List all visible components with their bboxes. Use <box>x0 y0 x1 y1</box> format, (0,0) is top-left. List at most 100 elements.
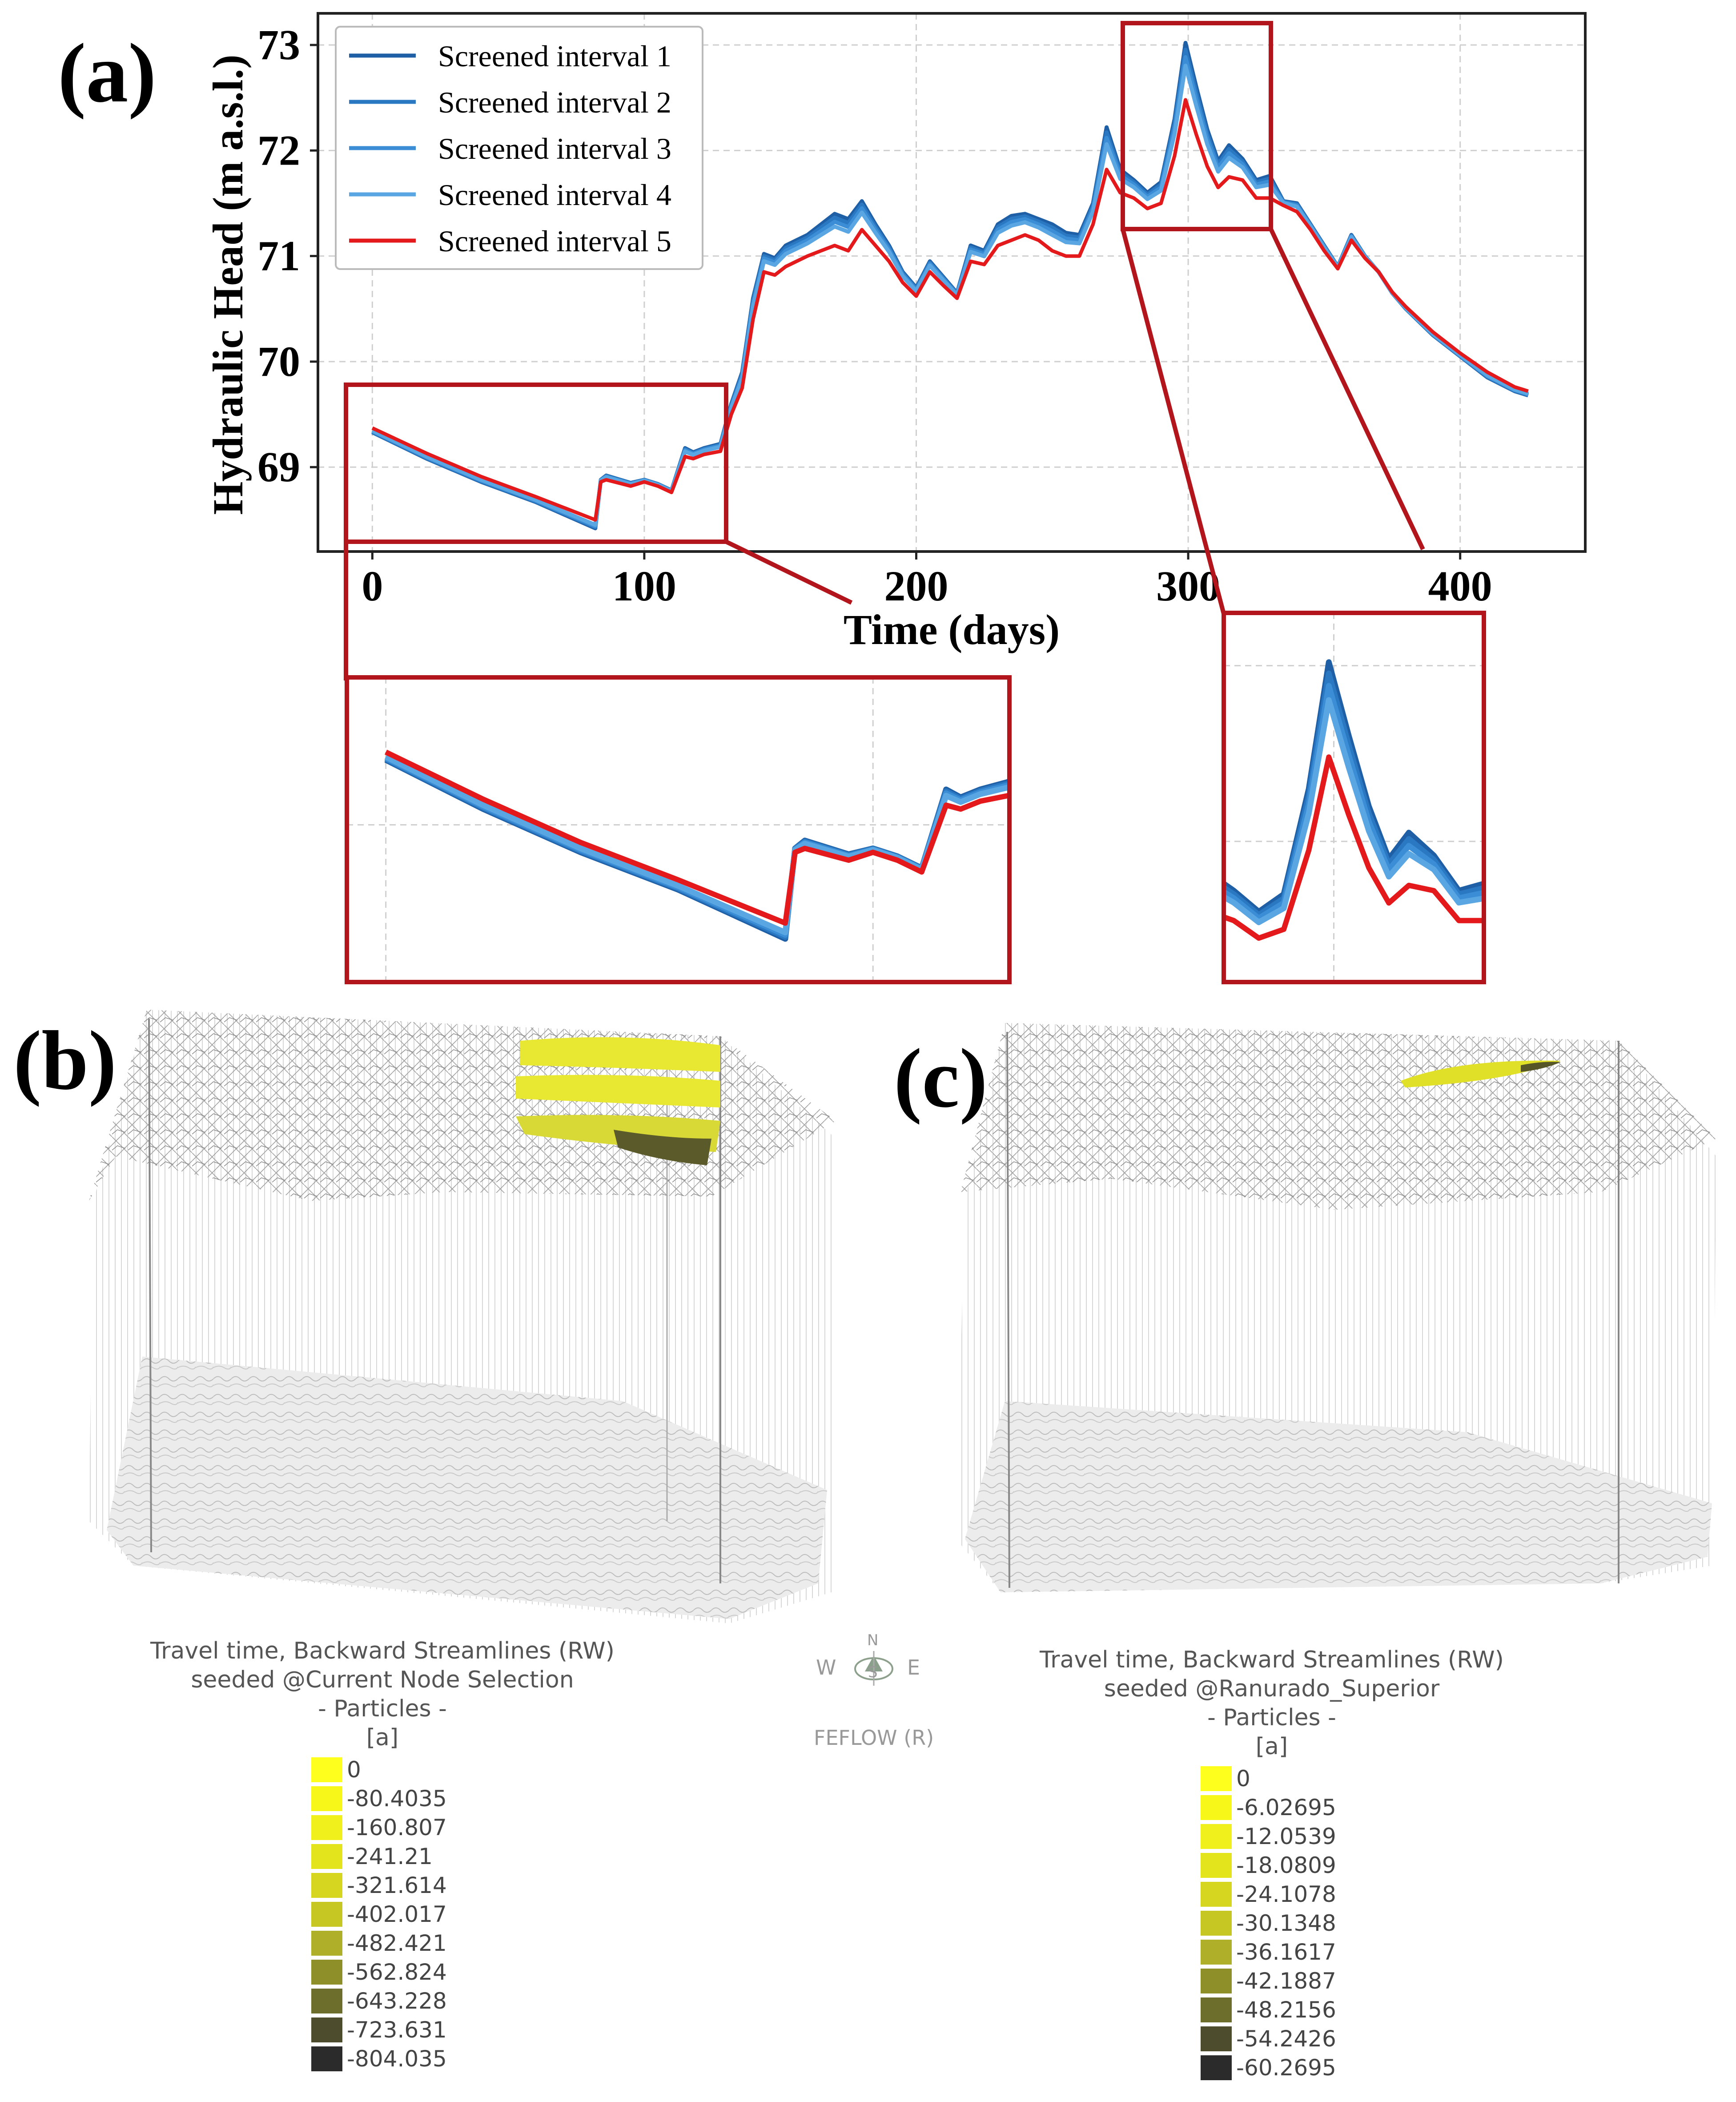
panel-label-a: (a) <box>58 27 157 120</box>
legend-label-1: Screened interval 1 <box>438 39 671 73</box>
colorbar-swatch <box>1201 1940 1232 1965</box>
plot-frame <box>317 12 1587 553</box>
x-tick-label: 400 <box>1428 562 1492 610</box>
colorbar-swatch <box>311 1873 342 1898</box>
colorbar-row: -321.614 <box>311 1872 447 1899</box>
series-line-4 <box>371 64 1529 527</box>
colorbar-swatch <box>1201 1911 1232 1936</box>
inset-early <box>347 677 1009 982</box>
colorbar-swatch <box>1201 2055 1232 2080</box>
model-3d-view-c <box>956 1023 1716 1592</box>
zoom-box-early <box>344 383 728 544</box>
legend-label-4: Screened interval 4 <box>438 178 671 212</box>
colorbar-row: -241.21 <box>311 1843 433 1870</box>
colorbar-label: -30.1348 <box>1236 1910 1336 1936</box>
zoom-box-peak <box>1121 21 1273 231</box>
y-tick-label: 73 <box>257 21 300 68</box>
x-axis-label: Time (days) <box>844 606 1060 653</box>
colorbar-swatch <box>311 1960 342 1985</box>
colorbar-row: -402.017 <box>311 1901 447 1928</box>
inset-frame-peak <box>1222 611 1486 984</box>
x-tick-label: 100 <box>612 562 676 610</box>
colorbar-row: -6.02695 <box>1201 1794 1336 1821</box>
x-tick-label: 200 <box>884 562 948 610</box>
streamlines-b <box>516 1037 720 1165</box>
colorbar-swatch <box>311 1931 342 1956</box>
colorbar-swatch <box>1201 1853 1232 1878</box>
colorbar-swatch <box>311 1902 342 1927</box>
inset-frame-early <box>345 675 1012 984</box>
colorbar-swatch <box>311 2046 342 2071</box>
colorbar-label: 0 <box>347 1757 361 1783</box>
connector-line <box>1269 228 1425 551</box>
colorbar-label: -804.035 <box>347 2046 447 2072</box>
compass-north: N <box>867 1631 879 1649</box>
legend: Screened interval 1 Screened interval 2 Sc… <box>335 26 703 270</box>
compass-south: S <box>868 1663 878 1681</box>
colorbar-label: -80.4035 <box>347 1786 447 1812</box>
inset-series-line-5 <box>384 749 1009 926</box>
colorbar-label: -402.017 <box>347 1901 447 1927</box>
colorbar-swatch <box>311 2017 342 2042</box>
colorbar-row: -723.631 <box>311 2016 447 2044</box>
axis-ticks: 0 100 200 300 400 69 70 71 72 73 <box>257 21 1492 610</box>
hydraulic-head-chart: 0 100 200 300 400 69 70 71 72 73 Hydraulic Head (… <box>204 12 1587 984</box>
colorbar-row: -562.824 <box>311 1958 447 1986</box>
colorbar-label: -24.1078 <box>1236 1881 1336 1907</box>
colorbar-row: -80.4035 <box>311 1785 447 1812</box>
colorbar-row: -54.2426 <box>1201 2025 1336 2053</box>
series-lines <box>371 40 1529 531</box>
colorbar-label: -48.2156 <box>1236 1997 1336 2023</box>
colorbar-swatch <box>1201 1882 1232 1907</box>
streamlines-c <box>1401 1060 1561 1087</box>
colorbar-row: -12.0539 <box>1201 1823 1336 1850</box>
colorbar-title-b: Travel time, Backward Streamlines (RW) se… <box>129 1637 636 1752</box>
colorbar-row: 0 <box>311 1756 361 1784</box>
colorbar-label: -643.228 <box>347 1988 447 2014</box>
colorbar-label: -42.1887 <box>1236 1968 1336 1994</box>
colorbar-title-line: - Particles - <box>1207 1704 1336 1731</box>
colorbar-label: -160.807 <box>347 1815 447 1840</box>
colorbar-label: -6.02695 <box>1236 1795 1336 1820</box>
colorbar-label: -482.421 <box>347 1930 447 1956</box>
compass-icon <box>854 1651 893 1686</box>
colorbar-title-line: [a] <box>1255 1733 1288 1760</box>
colorbar-label: -60.2695 <box>1236 2055 1336 2081</box>
legend-label-3: Screened interval 3 <box>438 132 671 165</box>
colorbar-label: -18.0809 <box>1236 1852 1336 1878</box>
colorbar-title-line: - Particles - <box>318 1695 447 1722</box>
colorbar-label: -12.0539 <box>1236 1824 1336 1849</box>
colorbar-swatch <box>1201 1824 1232 1849</box>
colorbar-label: 0 <box>1236 1766 1250 1792</box>
y-tick-label: 70 <box>257 338 300 385</box>
colorbar-row: -24.1078 <box>1201 1881 1336 1908</box>
x-tick-label: 0 <box>362 562 383 610</box>
inset-peak <box>1224 613 1484 982</box>
colorbar-title-line: seeded @Current Node Selection <box>191 1667 574 1693</box>
colorbar-title-line: seeded @Ranurado_Superior <box>1104 1675 1440 1702</box>
colorbar-row: -18.0809 <box>1201 1852 1336 1879</box>
colorbar-label: -562.824 <box>347 1959 447 1985</box>
inset-series-line-4 <box>384 754 1009 936</box>
y-tick-label: 72 <box>257 126 300 174</box>
colorbar-legend-b: Travel time, Backward Streamlines (RW) se… <box>129 1637 636 1752</box>
colorbar-swatch <box>311 1786 342 1811</box>
panel-label-b: (b) <box>13 1014 117 1107</box>
colorbar-row: -36.1617 <box>1201 1938 1336 1966</box>
colorbar-legend-c: Travel time, Backward Streamlines (RW) se… <box>1023 1646 1521 1761</box>
colorbar-title-line: [a] <box>366 1724 399 1751</box>
colorbar-swatch <box>1201 1795 1232 1820</box>
connector-line <box>725 540 853 605</box>
legend-label-2: Screened interval 2 <box>438 85 671 119</box>
colorbar-row: -482.421 <box>311 1929 447 1957</box>
colorbar-row: -42.1887 <box>1201 1967 1336 1995</box>
colorbar-swatch <box>1201 1766 1232 1791</box>
y-axis-label: Hydraulic Head (m a.s.l.) <box>204 55 252 515</box>
colorbar-swatch <box>311 1815 342 1840</box>
compass-east: E <box>907 1655 920 1679</box>
colorbar-swatch <box>1201 1969 1232 1993</box>
colorbar-swatch <box>1201 1997 1232 2022</box>
colorbar-row: -60.2695 <box>1201 2054 1336 2082</box>
colorbar-row: -160.807 <box>311 1814 447 1841</box>
compass-west: W <box>816 1655 836 1679</box>
